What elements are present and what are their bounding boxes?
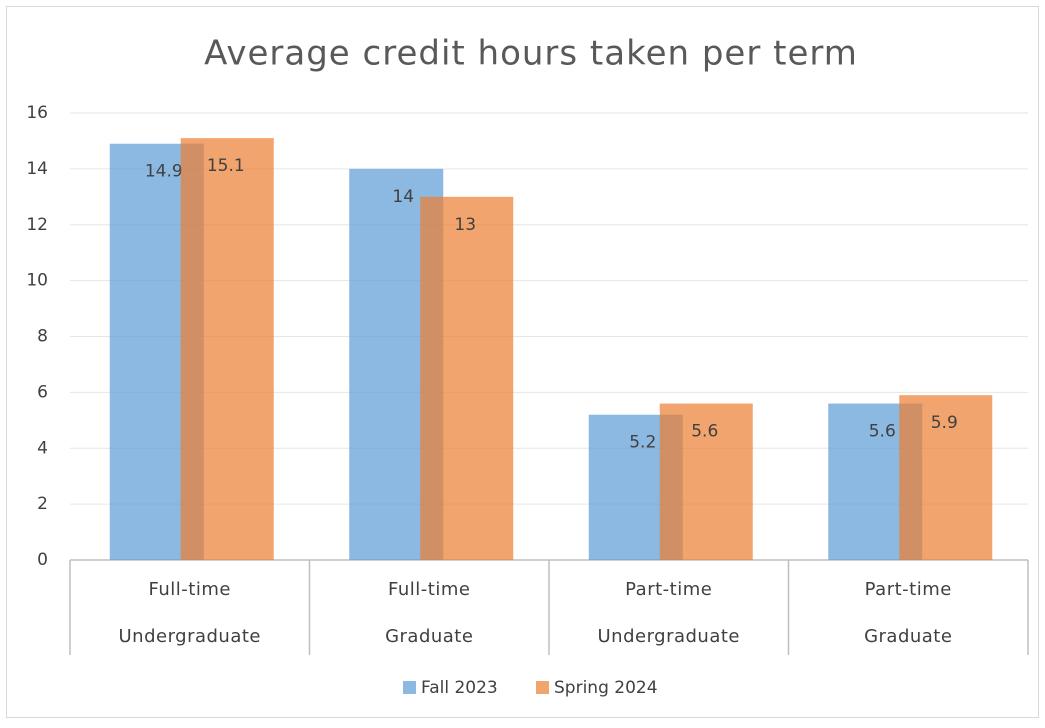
legend-label: Spring 2024 bbox=[554, 678, 658, 698]
y-tick-label: 16 bbox=[26, 103, 48, 123]
value-label: 13 bbox=[454, 215, 476, 235]
x-tick-label: Part-time bbox=[625, 579, 712, 600]
value-label: 5.6 bbox=[691, 422, 718, 442]
value-label: 5.2 bbox=[629, 433, 656, 453]
y-tick-label: 0 bbox=[37, 550, 48, 570]
bar bbox=[899, 395, 993, 560]
value-label: 5.6 bbox=[869, 422, 896, 442]
bar bbox=[420, 196, 514, 560]
value-label: 14 bbox=[392, 187, 414, 207]
x-tick-label: Graduate bbox=[864, 626, 952, 647]
legend-swatch bbox=[403, 681, 416, 694]
y-tick-label: 4 bbox=[37, 438, 48, 458]
y-tick-label: 14 bbox=[26, 159, 48, 179]
x-tick-label: Undergraduate bbox=[597, 626, 740, 647]
x-tick-label: Part-time bbox=[865, 579, 952, 600]
legend-swatch bbox=[536, 681, 549, 694]
legend-label: Fall 2023 bbox=[421, 678, 498, 698]
x-tick-label: Full-time bbox=[149, 579, 231, 600]
value-label: 15.1 bbox=[207, 156, 245, 176]
x-tick-label: Full-time bbox=[388, 579, 470, 600]
y-tick-label: 2 bbox=[37, 494, 48, 514]
value-label: 5.9 bbox=[931, 413, 958, 433]
x-tick-label: Graduate bbox=[385, 626, 473, 647]
value-label: 14.9 bbox=[145, 162, 183, 182]
bar bbox=[180, 138, 274, 561]
x-tick-label: Undergraduate bbox=[118, 626, 261, 647]
y-tick-label: 10 bbox=[26, 271, 48, 291]
y-tick-label: 12 bbox=[26, 215, 48, 235]
bar bbox=[659, 403, 753, 560]
y-tick-label: 8 bbox=[37, 327, 48, 347]
chart-title: Average credit hours taken per term bbox=[204, 34, 858, 74]
y-tick-label: 6 bbox=[37, 382, 48, 402]
